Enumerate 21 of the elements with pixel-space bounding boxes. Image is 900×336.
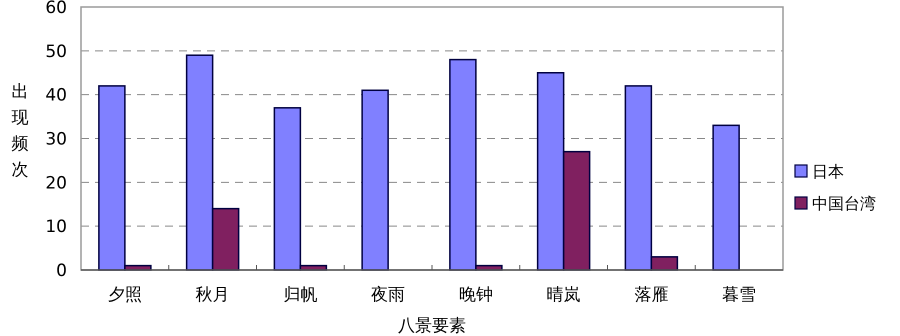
x-tick-label: 晚钟 (458, 285, 493, 305)
x-tick-label: 夕照 (108, 285, 142, 305)
x-tick-label: 晴岚 (546, 285, 581, 305)
x-tick-label: 秋月 (196, 285, 230, 305)
x-tick-label: 落雁 (634, 285, 668, 305)
legend-label: 日本 (812, 162, 844, 181)
y-axis-title: 出现频次 (12, 82, 28, 180)
x-tick-label: 归帆 (283, 285, 318, 305)
y-tick-label: 0 (56, 261, 67, 281)
y-tick-label: 60 (45, 0, 67, 18)
y-tick-label: 10 (45, 217, 67, 238)
bar (361, 90, 389, 271)
x-tick-label: 暮雪 (722, 285, 756, 305)
y-tick-label: 30 (45, 130, 67, 150)
x-tick-label: 夜雨 (371, 285, 406, 305)
legend-label: 中国台湾 (812, 194, 876, 213)
y-tick-label: 40 (45, 86, 67, 106)
y-tick-label: 20 (45, 173, 67, 194)
x-axis-title: 八景要素 (398, 316, 466, 336)
bar (712, 124, 740, 271)
y-tick-label: 50 (45, 42, 67, 62)
